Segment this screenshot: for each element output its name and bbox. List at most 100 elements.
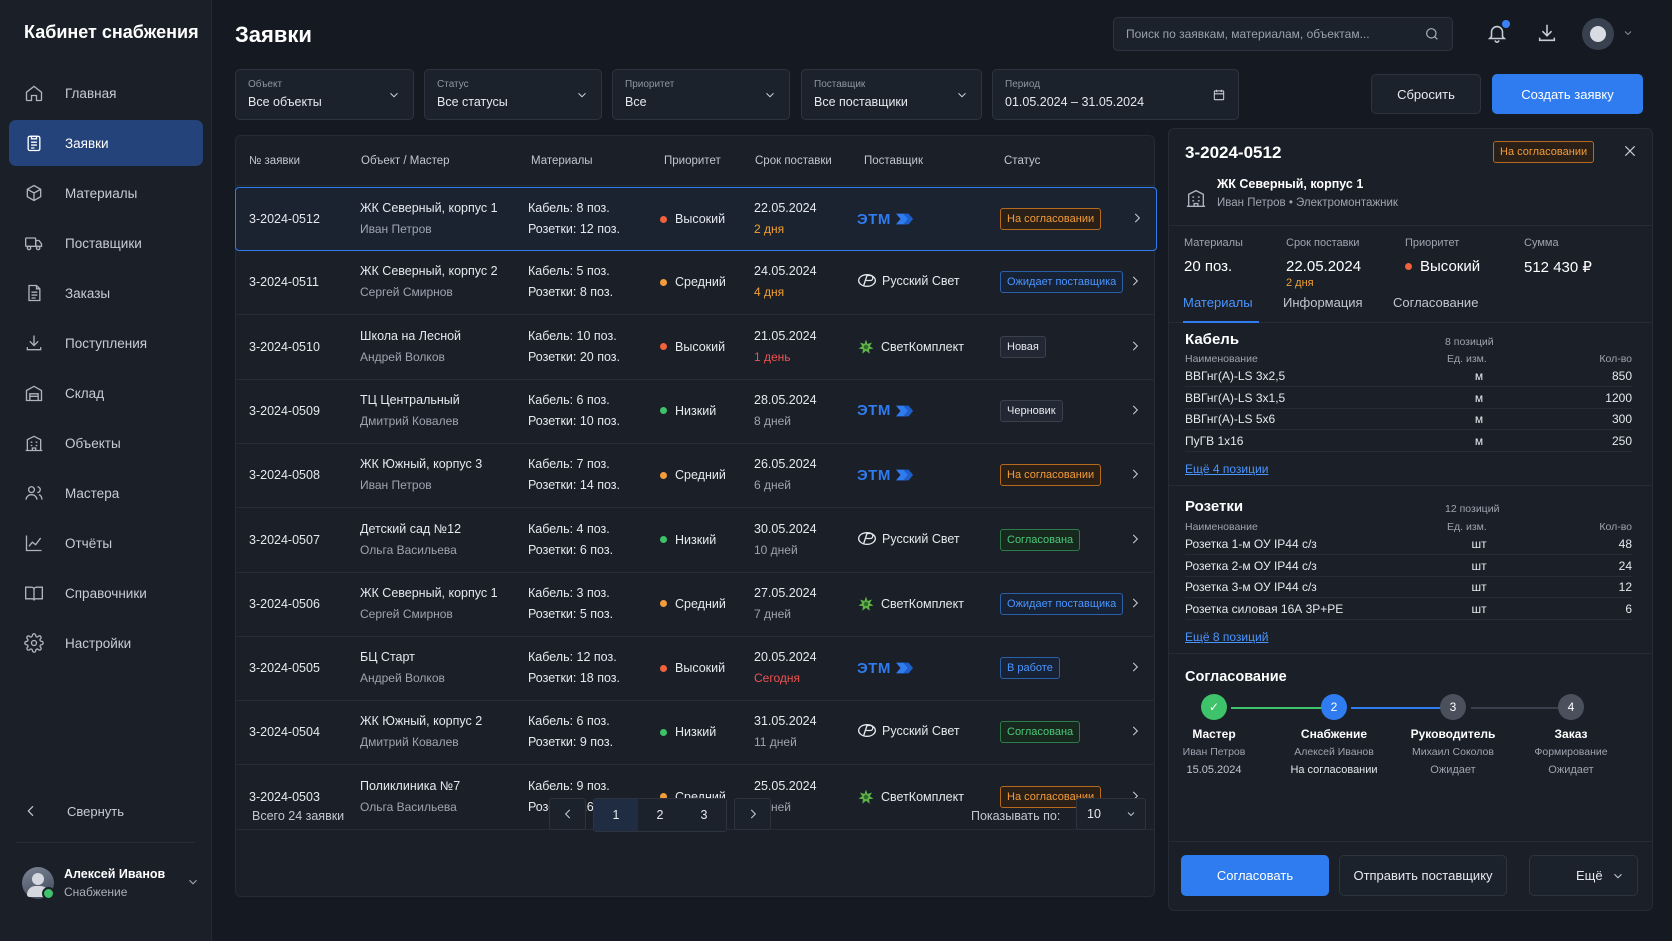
page-button-1[interactable]: 1 [594,799,638,831]
search-icon[interactable] [1424,26,1440,45]
profile-avatar[interactable] [1582,18,1614,50]
sidebar-item-label: Заказы [65,285,111,301]
more-cable-link[interactable]: Ещё 4 позиции [1185,462,1269,476]
col-deadline-header[interactable]: Срок поставки [755,155,832,167]
page-button-2[interactable]: 2 [638,799,682,831]
filter-supplier[interactable]: Поставщик Все поставщики [801,69,982,120]
priority-label: Низкий [675,725,717,740]
object-name: Детский сад №12 [360,521,462,536]
open-row-button[interactable] [1128,660,1142,677]
home-icon [23,82,45,104]
material-name: Розетка 1-м ОУ IP44 с/з [1185,537,1317,551]
per-page-label: Показывать по: [971,809,1061,823]
table-row[interactable]: 3-2024-0510 Школа на Лесной Андрей Волков К… [236,316,1154,380]
sidebar-item-suppliers[interactable]: Поставщики [9,220,203,266]
open-row-button[interactable] [1128,596,1142,613]
sidebar-item-label: Мастера [65,485,120,501]
filter-object[interactable]: Объект Все объекты [235,69,414,120]
prev-page-button[interactable] [549,798,586,830]
send-to-supplier-button[interactable]: Отправить поставщику [1339,855,1507,896]
sidebar-item-orders[interactable]: Заказы [9,270,203,316]
table-row[interactable]: 3-2024-0506 ЖК Северный, корпус 1 Сергей С… [236,573,1154,637]
open-row-button[interactable] [1128,724,1142,741]
request-supplier: Русский Свет [857,273,960,289]
sockets-count: Розетки: 18 поз. [528,671,621,686]
open-row-button[interactable] [1130,211,1144,228]
col-priority-header[interactable]: Приоритет [664,155,721,167]
filter-status[interactable]: Статус Все статусы [424,69,602,120]
col-materials-header[interactable]: Материалы [531,155,593,167]
sidebar-item-materials[interactable]: Материалы [9,170,203,216]
supplier-logo-etm: ЭТМ [857,402,916,420]
col-object-header[interactable]: Объект / Мастер [361,155,450,167]
master-name: Ольга Васильева [360,799,457,814]
approve-button[interactable]: Согласовать [1181,855,1329,896]
sidebar-item-requests[interactable]: Заявки [9,120,203,166]
approval-step: 2 Снабжение Алексей Иванов На согласовании [1279,694,1389,776]
create-request-button[interactable]: Создать заявку [1492,74,1643,114]
master-name: Андрей Волков [360,671,445,686]
col-status-header[interactable]: Статус [1004,155,1041,167]
material-qty: 850 [1611,369,1632,383]
sidebar-item-warehouse[interactable]: Склад [9,370,203,416]
stat-sum: Сумма 512 430 ₽ [1524,237,1592,276]
table-row[interactable]: 3-2024-0505 БЦ Старт Андрей Волков Кабель: … [236,637,1154,702]
filter-period[interactable]: Период 01.05.2024 – 31.05.2024 [992,69,1239,120]
open-row-button[interactable] [1128,532,1142,549]
deadline-days: 11 дней [754,735,797,750]
sidebar-item-masters[interactable]: Мастера [9,470,203,516]
request-deadline: 30.05.2024 10 дней [754,522,817,557]
table-row[interactable]: 3-2024-0509 ТЦ Центральный Дмитрий Ковалев… [236,380,1154,444]
sidebar-item-reports[interactable]: Отчёты [9,520,203,566]
tab-approval[interactable]: Согласование [1393,295,1479,310]
more-actions-button[interactable]: Ещё [1529,855,1638,896]
col-id-header[interactable]: № заявки [249,155,300,167]
reset-button[interactable]: Сбросить [1371,74,1481,114]
open-row-button[interactable] [1128,274,1142,291]
stat-value-text: Высокий [1420,258,1481,275]
sidebar-item-directories[interactable]: Справочники [9,570,203,616]
tab-info[interactable]: Информация [1283,295,1363,310]
detail-object: ЖК Северный, корпус 1 Иван Петров • Элек… [1185,177,1398,209]
sockets-count: Розетки: 9 поз. [528,735,614,750]
step-state: Ожидает [1548,764,1594,776]
request-object: Поликлиника №7 Ольга Васильева [360,779,460,814]
table-row[interactable]: 3-2024-0507 Детский сад №12 Ольга Васильев… [236,509,1154,573]
per-page-select[interactable]: 10 [1076,798,1146,830]
request-priority: Низкий [660,725,716,739]
request-materials: Кабель: 6 поз. Розетки: 9 поз. [528,714,613,749]
notifications-button[interactable] [1486,20,1510,46]
close-button[interactable] [1622,143,1638,162]
collapse-sidebar-button[interactable]: Свернуть [23,803,124,819]
table-row[interactable]: 3-2024-0511 ЖК Северный, корпус 2 Сергей С… [236,251,1154,316]
table-row[interactable]: 3-2024-0508 ЖК Южный, корпус 3 Иван Петров… [236,444,1154,509]
filter-priority[interactable]: Приоритет Все [612,69,790,120]
sockets-count: Розетки: 12 поз. [528,222,621,236]
table-row[interactable]: 3-2024-0504 ЖК Южный, корпус 2 Дмитрий Ков… [236,701,1154,766]
next-page-button[interactable] [734,798,771,830]
tab-materials[interactable]: Материалы [1183,295,1253,310]
sidebar-item-receipts[interactable]: Поступления [9,320,203,366]
sidebar-item-label: Поступления [65,335,148,351]
calendar-icon [1212,88,1226,105]
search-input[interactable] [1126,27,1416,41]
stat-label: Срок поставки [1286,237,1360,249]
material-row: ВВГнг(А)-LS 3х1,5 м 1200 [1185,387,1632,409]
chevron-down-icon[interactable] [1622,27,1634,42]
sidebar-item-settings[interactable]: Настройки [9,620,203,666]
user-menu[interactable]: Алексей Иванов Снабжение [22,863,200,903]
deadline-days: 4 дня [754,285,785,300]
page-button-3[interactable]: 3 [682,799,726,831]
open-row-button[interactable] [1128,339,1142,356]
open-row-button[interactable] [1128,403,1142,420]
cable-count: Кабель: 5 поз. [528,264,610,279]
request-deadline: 20.05.2024 Сегодня [754,650,817,685]
object-name: ЖК Северный, корпус 1 [360,201,498,215]
table-row[interactable]: 3-2024-0512 ЖК Северный, корпус 1 Иван Пет… [235,187,1157,251]
more-sockets-link[interactable]: Ещё 8 позиций [1185,630,1269,644]
col-supplier-header[interactable]: Поставщик [864,155,923,167]
sidebar-item-objects[interactable]: Объекты [9,420,203,466]
open-row-button[interactable] [1128,467,1142,484]
sidebar-item-home[interactable]: Главная [9,70,203,116]
download-button[interactable] [1536,22,1560,46]
